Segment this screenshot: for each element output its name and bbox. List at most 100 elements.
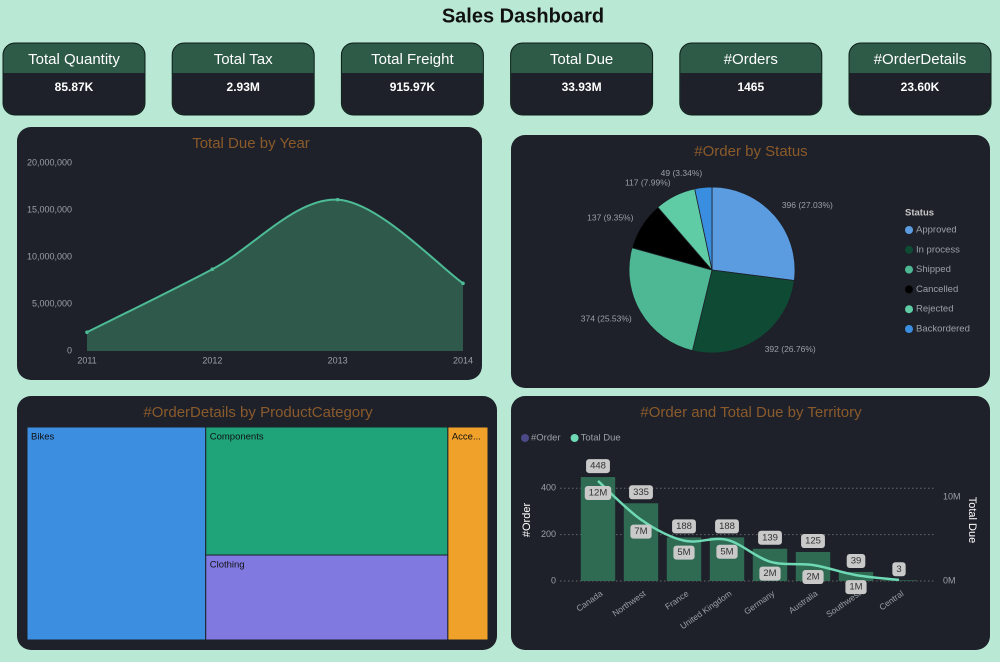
bar-label: 39	[851, 555, 862, 566]
legend-marker	[905, 285, 913, 294]
point	[461, 281, 465, 286]
x-tick-label: 2012	[202, 355, 222, 365]
point	[335, 197, 340, 202]
tile-label: Bikes	[31, 432, 54, 443]
bar-label-box	[672, 519, 696, 534]
chart-title: #Order and Total Due by Territory	[640, 404, 862, 421]
data-label: 137 (9.35%)	[587, 212, 633, 222]
bar-label-box	[846, 553, 866, 568]
line	[597, 480, 900, 582]
kpi-label: Total Due	[550, 51, 613, 68]
kpi-label: Total Freight	[371, 51, 454, 68]
bar-label-box	[892, 562, 906, 577]
pie-slice	[628, 247, 713, 352]
chart-title: Total Due by Year	[192, 135, 310, 152]
data-label: 49 (3.34%)	[661, 168, 703, 178]
kpi-label: Total Tax	[214, 51, 273, 68]
pie-slice	[694, 186, 713, 271]
legend-label: Backordered	[916, 324, 970, 335]
bar	[881, 580, 917, 581]
kpi-value: 23.60K	[901, 80, 940, 94]
kpi-body	[680, 73, 822, 87]
legend-marker	[521, 434, 529, 442]
data-label: 396 (27.03%)	[782, 200, 833, 210]
bar-label: 125	[805, 536, 821, 547]
bar-label-box	[758, 530, 782, 545]
pie-slice	[711, 186, 796, 282]
line-label: 5M	[720, 546, 733, 557]
legend-label: Cancelled	[916, 284, 958, 295]
kpi-value: 33.93M	[562, 80, 602, 94]
legend-label: Approved	[916, 225, 957, 236]
y2-tick-label: 10M	[943, 491, 961, 501]
legend-marker	[905, 226, 913, 234]
chart-title: #OrderDetails by ProductCategory	[143, 404, 373, 421]
point	[210, 267, 215, 272]
treemap-tile	[26, 426, 207, 641]
legend-title: Status	[905, 208, 934, 219]
bar-label: 188	[719, 521, 735, 532]
kpi-value: 1465	[737, 80, 764, 94]
bar-label-box	[801, 534, 825, 548]
kpi-body	[172, 73, 314, 87]
tile-label: Clothing	[210, 560, 245, 571]
legend-label: In process	[916, 244, 960, 255]
kpi-body	[341, 73, 483, 87]
line-label: 5M	[677, 547, 690, 558]
bar-label: 448	[590, 461, 606, 472]
kpi-label: #OrderDetails	[874, 51, 967, 68]
kpi-body	[849, 73, 991, 87]
line-label-box	[845, 580, 867, 595]
legend-marker	[570, 434, 579, 442]
line-label: 7M	[634, 526, 647, 537]
x-tick-label: 2013	[328, 355, 348, 365]
bar-label: 3	[896, 564, 901, 575]
legend-marker	[905, 245, 913, 254]
line-label-box	[759, 566, 781, 581]
dashboard-title: Sales Dashboard	[442, 5, 604, 27]
legend-marker	[905, 305, 913, 314]
line-label-box	[584, 485, 612, 500]
bar-label: 335	[633, 487, 649, 498]
tile-label: Components	[210, 432, 264, 443]
bar	[838, 571, 874, 581]
y2-tick-label: 0M	[943, 575, 956, 585]
x-tick-label: 2011	[77, 355, 96, 365]
legend-marker	[905, 325, 913, 333]
tile-label: Acce...	[452, 432, 481, 443]
line-label: 2M	[763, 568, 776, 579]
line	[86, 198, 464, 334]
kpi-body	[3, 73, 145, 87]
y-tick-label: 5,000,000	[32, 298, 72, 308]
pie-slice	[691, 269, 795, 354]
kpi-body	[511, 73, 653, 87]
line-label-box	[630, 524, 652, 539]
legend-marker	[905, 265, 913, 274]
x-tick-label: 2014	[453, 355, 473, 365]
bar	[623, 503, 659, 581]
line-label-box	[802, 570, 824, 585]
data-label: 392 (26.76%)	[765, 344, 816, 354]
y-tick-label: 400	[541, 483, 556, 493]
data-label: 374 (25.53%)	[581, 313, 632, 323]
y2-axis-title: Total Due	[966, 497, 978, 543]
bar-label-box	[715, 519, 739, 534]
legend-label: Rejected	[916, 304, 954, 315]
y-axis-title: #Order	[521, 503, 533, 538]
line-label: 12M	[589, 487, 608, 498]
panel	[511, 396, 990, 650]
y-tick-label: 10,000,000	[27, 251, 72, 261]
kpi-value: 85.87K	[55, 80, 94, 94]
legend-label: Total Due	[581, 433, 621, 444]
chart-title: #Order by Status	[694, 143, 807, 160]
area	[87, 199, 463, 351]
legend-label: Shipped	[916, 264, 951, 275]
y-tick-label: 0	[551, 575, 556, 585]
line-label-box	[673, 545, 695, 560]
y-tick-label: 0	[67, 345, 72, 355]
kpi-label: #Orders	[724, 51, 778, 68]
bar-label-box	[586, 459, 610, 474]
line-label: 1M	[849, 582, 862, 593]
